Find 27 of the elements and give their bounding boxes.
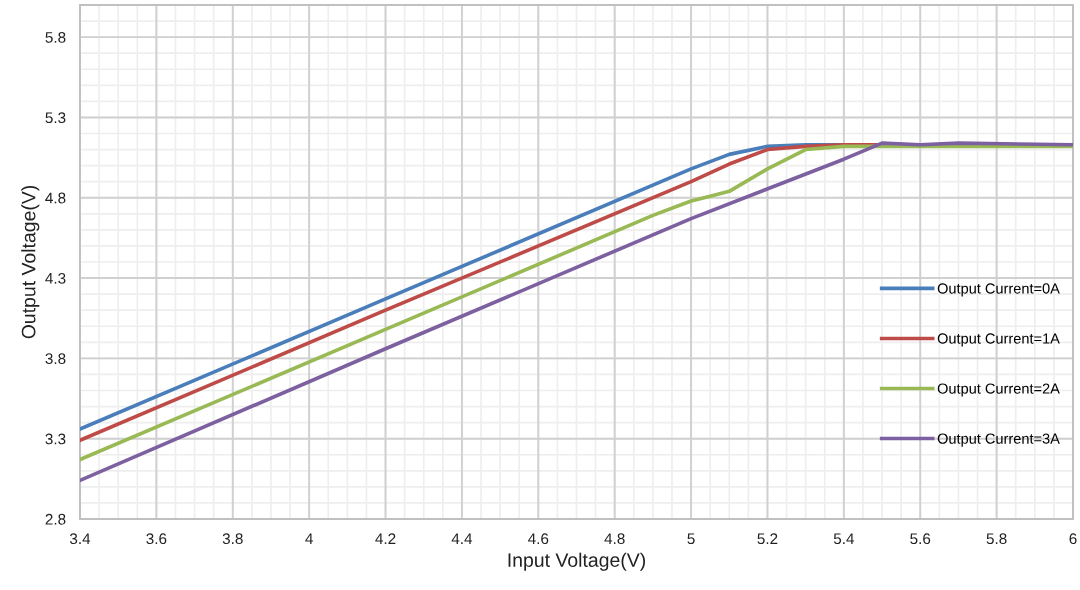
x-tick-label: 3.6	[146, 533, 167, 545]
y-tick-label: 3.8	[45, 353, 66, 365]
x-tick-label: 3.8	[222, 533, 243, 545]
x-tick-label: 4.2	[375, 533, 396, 544]
legend-label: Output Current=2A	[937, 383, 1060, 397]
x-tick-label: 6	[1069, 533, 1077, 545]
legend-label: Output Current=3A	[937, 433, 1060, 447]
x-tick-label: 5	[687, 533, 695, 545]
y-tick-label: 4.3	[45, 272, 66, 284]
y-tick-label: 5.8	[45, 31, 66, 43]
y-tick-label: 3.3	[45, 433, 66, 445]
x-tick-label: 5.2	[757, 533, 778, 545]
x-tick-label: 4.4	[451, 533, 473, 544]
x-tick-label: 5.8	[986, 533, 1007, 545]
x-tick-label: 3.4	[69, 533, 91, 545]
x-axis-title: Input Voltage(V)	[508, 552, 646, 571]
x-tick-label: 4	[305, 533, 313, 544]
legend-label: Output Current=0A	[937, 283, 1060, 297]
y-tick-label: 2.8	[45, 513, 66, 525]
y-axis-title: Output Voltage(V)	[21, 185, 40, 339]
y-tick-label: 5.3	[45, 112, 66, 124]
x-tick-label: 4.8	[604, 533, 625, 545]
x-tick-label: 4.6	[528, 533, 549, 545]
y-tick-label: 4.8	[45, 192, 66, 204]
x-tick-label: 5.6	[910, 533, 931, 545]
x-tick-label: 5.4	[833, 533, 855, 545]
legend-label: Output Current=1A	[937, 333, 1060, 347]
